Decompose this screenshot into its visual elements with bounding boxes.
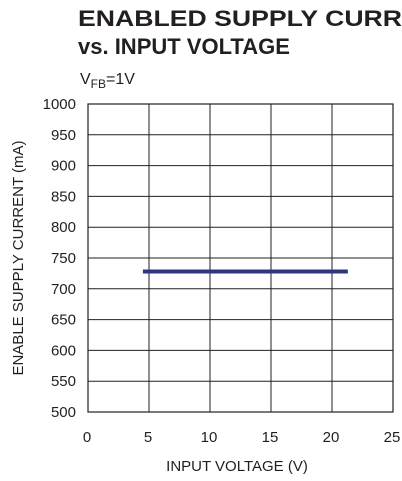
x-tick-label: 15	[262, 429, 279, 446]
y-tick-label: 800	[51, 219, 76, 236]
chart-title-line-2: vs. INPUT VOLTAGE	[78, 34, 290, 59]
y-tick-label: 600	[51, 342, 76, 359]
subtitle-rest: =1V	[106, 71, 135, 88]
x-tick-label: 25	[384, 429, 401, 446]
x-tick-label: 0	[83, 429, 91, 446]
chart-title-line-1: ENABLED SUPPLY CURR	[78, 6, 402, 31]
y-tick-label: 950	[51, 127, 76, 144]
x-tick-label: 20	[323, 429, 340, 446]
x-tick-label: 10	[201, 429, 218, 446]
y-tick-label: 850	[51, 188, 76, 205]
plot-frame	[87, 103, 394, 413]
y-tick-label: 700	[51, 281, 76, 298]
subtitle-sub: FB	[91, 77, 106, 91]
y-tick-label: 500	[51, 404, 76, 421]
chart-subtitle: VFB=1V	[80, 71, 135, 91]
subtitle-main: V	[80, 71, 91, 88]
x-axis-title: INPUT VOLTAGE (V)	[166, 458, 308, 475]
y-tick-label: 550	[51, 373, 76, 390]
y-axis-title: ENABLE SUPPLY CURRENT (mA)	[10, 140, 27, 375]
y-tick-label: 900	[51, 158, 76, 175]
x-tick-label: 5	[144, 429, 152, 446]
y-tick-label: 750	[51, 250, 76, 267]
y-tick-label: 1000	[43, 96, 76, 113]
y-tick-label: 650	[51, 312, 76, 329]
